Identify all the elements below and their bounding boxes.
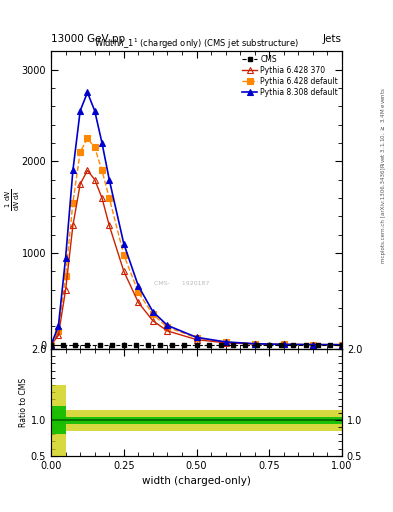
- Title: Width$\lambda\_1^1$ (charged only) (CMS jet substructure): Width$\lambda\_1^1$ (charged only) (CMS …: [94, 37, 299, 51]
- Pythia 6.428 default: [78, 149, 83, 155]
- Text: mcplots.cern.ch [arXiv:1306.3436]: mcplots.cern.ch [arXiv:1306.3436]: [381, 167, 386, 263]
- Line: Pythia 6.428 370: Pythia 6.428 370: [48, 167, 345, 348]
- Pythia 8.308 default: [71, 167, 75, 174]
- Pythia 6.428 370: [310, 342, 315, 348]
- Pythia 8.308 default: [151, 309, 155, 315]
- Pythia 6.428 370: [85, 167, 90, 174]
- CMS: [242, 342, 247, 348]
- CMS: [206, 342, 211, 348]
- Text: 13000 GeV pp: 13000 GeV pp: [51, 33, 125, 44]
- CMS: [340, 342, 344, 348]
- Pythia 6.428 default: [340, 342, 344, 348]
- Pythia 8.308 default: [121, 241, 126, 247]
- Pythia 6.428 default: [136, 289, 141, 295]
- Pythia 6.428 default: [49, 342, 53, 348]
- Pythia 6.428 default: [121, 252, 126, 258]
- Text: Jets: Jets: [323, 33, 342, 44]
- Text: CMS-      1920187: CMS- 1920187: [154, 281, 209, 286]
- Pythia 6.428 370: [340, 342, 344, 348]
- Pythia 8.308 default: [100, 140, 105, 146]
- Pythia 8.308 default: [85, 90, 90, 96]
- CMS: [109, 342, 114, 348]
- Pythia 8.308 default: [252, 340, 257, 347]
- Y-axis label: Ratio to CMS: Ratio to CMS: [19, 378, 28, 427]
- CMS: [158, 342, 163, 348]
- CMS: [255, 342, 259, 348]
- Pythia 6.428 370: [71, 222, 75, 228]
- Pythia 6.428 370: [165, 328, 170, 334]
- Pythia 6.428 default: [151, 311, 155, 317]
- CMS: [146, 342, 151, 348]
- CMS: [49, 342, 53, 348]
- Pythia 8.308 default: [194, 334, 199, 340]
- CMS: [291, 342, 296, 348]
- Pythia 8.308 default: [340, 342, 344, 348]
- Pythia 6.428 370: [223, 340, 228, 346]
- Pythia 6.428 370: [56, 332, 61, 338]
- Pythia 6.428 default: [252, 341, 257, 347]
- Pythia 6.428 default: [85, 135, 90, 141]
- Pythia 8.308 default: [63, 254, 68, 261]
- CMS: [121, 342, 126, 348]
- CMS: [303, 342, 308, 348]
- Pythia 8.308 default: [136, 283, 141, 289]
- Pythia 6.428 370: [194, 336, 199, 343]
- Pythia 6.428 default: [92, 144, 97, 151]
- Pythia 8.308 default: [310, 342, 315, 348]
- Pythia 6.428 370: [63, 287, 68, 293]
- Pythia 8.308 default: [49, 342, 53, 348]
- CMS: [267, 342, 272, 348]
- CMS: [315, 342, 320, 348]
- CMS: [85, 342, 90, 348]
- Pythia 8.308 default: [107, 177, 112, 183]
- Pythia 6.428 default: [63, 273, 68, 279]
- Pythia 6.428 default: [107, 195, 112, 201]
- Pythia 6.428 default: [194, 335, 199, 341]
- Text: Rivet 3.1.10, $\geq$ 3.4M events: Rivet 3.1.10, $\geq$ 3.4M events: [379, 88, 387, 168]
- Pythia 6.428 370: [252, 341, 257, 347]
- Pythia 8.308 default: [165, 323, 170, 329]
- Pythia 6.428 default: [71, 200, 75, 206]
- Pythia 8.308 default: [223, 339, 228, 345]
- Pythia 8.308 default: [281, 342, 286, 348]
- CMS: [279, 342, 284, 348]
- CMS: [170, 342, 174, 348]
- Pythia 6.428 370: [121, 268, 126, 274]
- Line: Pythia 8.308 default: Pythia 8.308 default: [48, 89, 345, 348]
- Pythia 6.428 370: [107, 222, 112, 228]
- Pythia 6.428 370: [100, 195, 105, 201]
- Text: $\frac{1}{\mathrm{d}N}\frac{\mathrm{d}N}{\mathrm{d}\lambda}$: $\frac{1}{\mathrm{d}N}\frac{\mathrm{d}N}…: [4, 189, 22, 211]
- Pythia 6.428 370: [92, 177, 97, 183]
- X-axis label: width (charged-only): width (charged-only): [142, 476, 251, 486]
- Pythia 6.428 370: [49, 342, 53, 348]
- CMS: [61, 342, 66, 348]
- Pythia 6.428 default: [100, 167, 105, 174]
- Pythia 8.308 default: [56, 323, 61, 329]
- Pythia 6.428 default: [56, 328, 61, 334]
- CMS: [231, 342, 235, 348]
- Legend: CMS, Pythia 6.428 370, Pythia 6.428 default, Pythia 8.308 default: CMS, Pythia 6.428 370, Pythia 6.428 defa…: [241, 53, 340, 98]
- CMS: [194, 342, 199, 348]
- Line: Pythia 6.428 default: Pythia 6.428 default: [48, 136, 345, 348]
- Pythia 6.428 default: [165, 324, 170, 330]
- CMS: [182, 342, 187, 348]
- Pythia 6.428 370: [281, 342, 286, 348]
- CMS: [219, 342, 223, 348]
- Pythia 8.308 default: [92, 108, 97, 114]
- CMS: [73, 342, 78, 348]
- Pythia 6.428 default: [310, 342, 315, 348]
- Pythia 6.428 default: [223, 339, 228, 345]
- Pythia 8.308 default: [78, 108, 83, 114]
- Pythia 6.428 370: [78, 181, 83, 187]
- CMS: [97, 342, 102, 348]
- CMS: [134, 342, 138, 348]
- Line: CMS: CMS: [49, 342, 344, 347]
- Pythia 6.428 370: [136, 300, 141, 306]
- Pythia 6.428 default: [281, 342, 286, 348]
- Pythia 6.428 370: [151, 318, 155, 324]
- CMS: [327, 342, 332, 348]
